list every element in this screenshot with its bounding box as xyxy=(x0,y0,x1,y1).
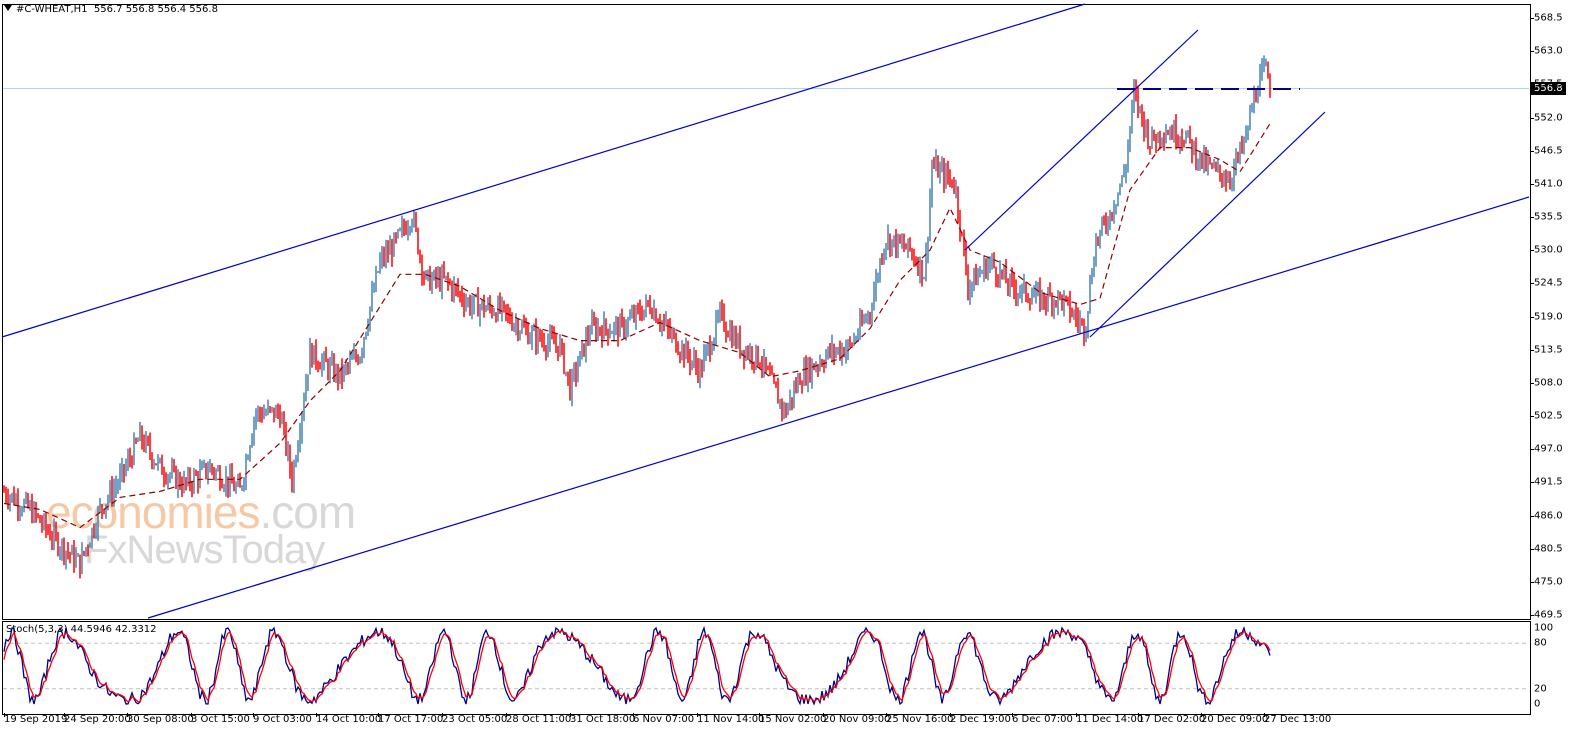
time-label: 20 Nov 09:00 xyxy=(823,714,891,725)
ohlc-values: 556.7 556.8 556.4 556.8 xyxy=(93,4,218,15)
time-tick xyxy=(1012,713,1013,717)
price-tick xyxy=(1530,250,1534,252)
price-label: 546.5 xyxy=(1534,145,1563,157)
time-tick xyxy=(697,713,698,717)
price-tick xyxy=(1530,217,1534,218)
time-tick xyxy=(506,713,507,717)
time-tick xyxy=(316,713,317,717)
price-label: 502.5 xyxy=(1534,410,1563,422)
stoch-level-label: 80 xyxy=(1534,637,1547,649)
time-label: 14 Oct 10:00 xyxy=(316,714,382,725)
price-tick xyxy=(1530,581,1534,583)
collapse-triangle-icon[interactable] xyxy=(4,5,12,11)
price-label: 530.0 xyxy=(1534,244,1563,256)
time-label: 15 Nov 02:00 xyxy=(759,714,827,725)
time-label: 23 Oct 05:00 xyxy=(442,714,508,725)
price-tick xyxy=(1530,316,1534,318)
time-tick xyxy=(127,713,128,717)
time-tick xyxy=(1201,713,1202,717)
current-price-tag: 556.8 xyxy=(1531,82,1566,95)
time-tick xyxy=(191,713,192,717)
stoch-level-label: 100 xyxy=(1534,622,1554,634)
price-label: 486.0 xyxy=(1534,510,1563,521)
watermark-economies: economies.com xyxy=(46,486,356,538)
time-tick xyxy=(4,713,5,717)
watermark-fxnewstoday: FxNewsToday xyxy=(84,528,325,572)
price-tick xyxy=(1530,349,1534,351)
time-tick xyxy=(759,713,760,717)
price-tick xyxy=(1530,382,1534,384)
price-tick xyxy=(1530,117,1534,119)
time-label: 19 Sep 2019 xyxy=(4,714,68,725)
price-label: 513.5 xyxy=(1534,344,1563,356)
time-label: 28 Oct 11:00 xyxy=(506,714,572,725)
time-label: 25 Nov 16:00 xyxy=(886,714,954,725)
stoch-level-label: 20 xyxy=(1534,683,1547,695)
price-chart-pane[interactable] xyxy=(2,4,1531,620)
time-tick xyxy=(1138,713,1139,717)
time-tick xyxy=(1076,713,1077,717)
price-tick xyxy=(1530,183,1534,185)
price-tick xyxy=(1530,283,1534,285)
price-tick xyxy=(1530,515,1534,517)
price-tick xyxy=(1530,416,1534,417)
time-label: 6 Dec 07:00 xyxy=(1012,714,1073,725)
price-label: 497.0 xyxy=(1534,443,1563,455)
price-label: 519.0 xyxy=(1534,311,1563,322)
time-label: 9 Oct 03:00 xyxy=(253,714,312,725)
price-tick xyxy=(1530,18,1534,19)
price-label: 541.0 xyxy=(1534,178,1563,190)
time-label: 11 Nov 14:00 xyxy=(697,714,765,725)
price-label: 480.5 xyxy=(1534,543,1563,555)
time-label: 2 Dec 19:00 xyxy=(950,714,1011,725)
price-label: 491.5 xyxy=(1534,476,1563,488)
price-tick xyxy=(1530,51,1534,53)
price-label: 568.5 xyxy=(1534,12,1563,24)
price-tick xyxy=(1530,150,1534,152)
price-label: 557.5 xyxy=(1534,78,1563,90)
price-label: 535.5 xyxy=(1534,211,1563,223)
stochastic-label: Stoch(5,3,3) 44.5946 42.3312 xyxy=(6,624,157,635)
price-tick xyxy=(1530,615,1534,616)
time-tick xyxy=(442,713,443,717)
time-tick xyxy=(64,713,65,717)
price-tick xyxy=(1530,449,1534,451)
time-label: 17 Oct 17:00 xyxy=(378,714,444,725)
stoch-level-label: 0 xyxy=(1534,698,1541,710)
time-tick xyxy=(950,713,951,717)
time-label: 27 Dec 13:00 xyxy=(1264,714,1332,725)
time-label: 6 Nov 07:00 xyxy=(633,714,695,725)
price-tick xyxy=(1530,84,1534,86)
time-label: 31 Oct 18:00 xyxy=(570,714,636,725)
time-tick xyxy=(378,713,379,717)
time-label: 11 Dec 14:00 xyxy=(1076,714,1144,725)
time-label: 30 Sep 08:00 xyxy=(127,714,194,725)
time-tick xyxy=(633,713,634,717)
time-tick xyxy=(823,713,824,717)
price-label: 524.5 xyxy=(1534,277,1563,289)
time-label: 17 Dec 02:00 xyxy=(1138,714,1206,725)
time-label: 20 Dec 09:00 xyxy=(1201,714,1269,725)
stochastic-pane[interactable] xyxy=(2,621,1531,715)
time-tick xyxy=(886,713,887,717)
chart-header: #C-WHEAT,H1 556.7 556.8 556.4 556.8 xyxy=(4,4,218,15)
time-tick xyxy=(570,713,571,717)
time-label: 24 Sep 20:00 xyxy=(64,714,131,725)
price-label: 508.0 xyxy=(1534,377,1563,389)
price-label: 475.0 xyxy=(1534,576,1563,588)
price-label: 469.5 xyxy=(1534,609,1563,621)
price-label: 563.0 xyxy=(1534,45,1563,57)
price-tick xyxy=(1530,482,1534,484)
time-tick xyxy=(253,713,254,717)
price-tick xyxy=(1530,548,1534,550)
time-tick xyxy=(1264,713,1265,717)
symbol-label: #C-WHEAT,H1 xyxy=(16,4,88,15)
time-label: 3 Oct 15:00 xyxy=(191,714,250,725)
price-label: 552.0 xyxy=(1534,112,1563,123)
